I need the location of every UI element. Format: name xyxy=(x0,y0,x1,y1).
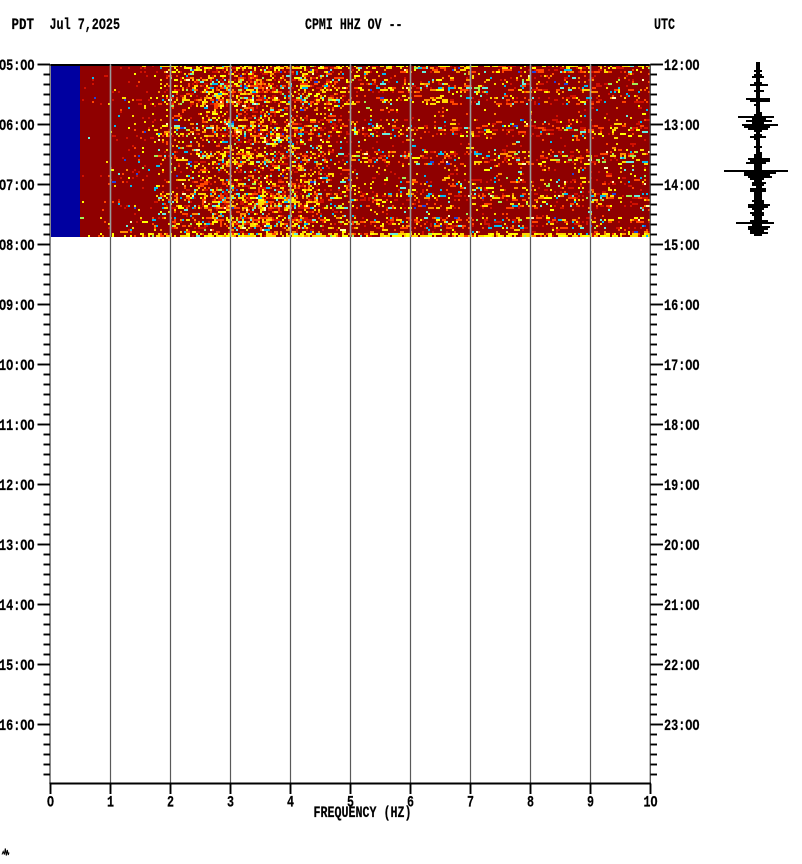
svg-text:1O:OO: 1O:OO xyxy=(0,357,35,375)
svg-text:23:OO: 23:OO xyxy=(664,717,700,735)
svg-text:8: 8 xyxy=(527,794,534,812)
svg-text:Jul 7,2O25: Jul 7,2O25 xyxy=(50,16,121,34)
svg-text:O: O xyxy=(47,794,54,812)
svg-text:2: 2 xyxy=(167,794,174,812)
svg-text:13:OO: 13:OO xyxy=(664,117,700,135)
svg-text:15:OO: 15:OO xyxy=(0,657,35,675)
svg-text:22:OO: 22:OO xyxy=(664,657,700,675)
svg-text:CPMI HHZ OV --: CPMI HHZ OV -- xyxy=(305,16,403,34)
svg-text:3: 3 xyxy=(227,794,234,812)
svg-text:12:OO: 12:OO xyxy=(664,57,700,75)
svg-text:9: 9 xyxy=(587,794,594,812)
svg-text:O5:OO: O5:OO xyxy=(0,57,35,75)
svg-text:UTC: UTC xyxy=(654,16,675,34)
svg-text:15:OO: 15:OO xyxy=(664,237,700,255)
svg-text:5: 5 xyxy=(347,794,354,812)
svg-text:O9:OO: O9:OO xyxy=(0,297,35,315)
svg-text:21:OO: 21:OO xyxy=(664,597,700,615)
svg-text:14:OO: 14:OO xyxy=(664,177,700,195)
svg-text:11:OO: 11:OO xyxy=(0,417,35,435)
svg-text:16:OO: 16:OO xyxy=(664,297,700,315)
svg-text:17:OO: 17:OO xyxy=(664,357,700,375)
svg-text:13:OO: 13:OO xyxy=(0,537,35,555)
svg-text:O7:OO: O7:OO xyxy=(0,177,35,195)
svg-text:6: 6 xyxy=(407,794,414,812)
svg-text:1O: 1O xyxy=(644,794,658,812)
svg-text:O8:OO: O8:OO xyxy=(0,237,35,255)
svg-text:7: 7 xyxy=(467,794,474,812)
svg-text:14:OO: 14:OO xyxy=(0,597,35,615)
svg-text:1: 1 xyxy=(107,794,114,812)
svg-text:12:OO: 12:OO xyxy=(0,477,35,495)
svg-text:18:OO: 18:OO xyxy=(664,417,700,435)
svg-text:16:OO: 16:OO xyxy=(0,717,35,735)
svg-text:O6:OO: O6:OO xyxy=(0,117,35,135)
svg-text:2O:OO: 2O:OO xyxy=(664,537,700,555)
svg-text:FREQUENCY (HZ): FREQUENCY (HZ) xyxy=(314,804,412,822)
svg-text:4: 4 xyxy=(287,794,294,812)
svg-text:19:OO: 19:OO xyxy=(664,477,700,495)
svg-text:PDT: PDT xyxy=(12,16,35,34)
